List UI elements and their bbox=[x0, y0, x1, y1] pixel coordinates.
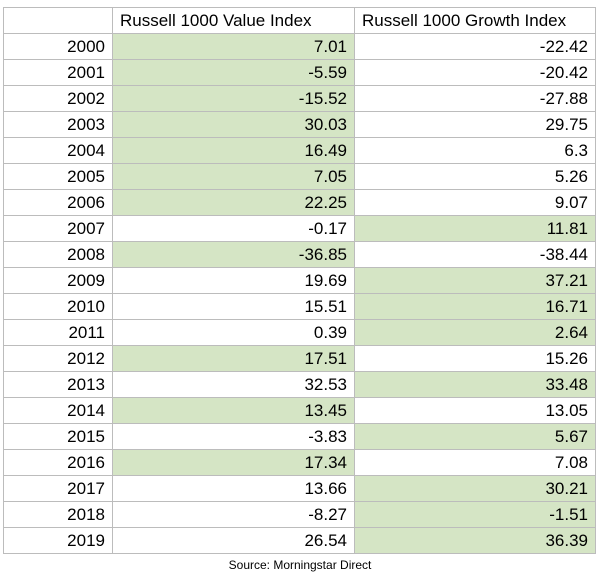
value-index-cell: 0.39 bbox=[112, 319, 355, 346]
header-growth-index: Russell 1000 Growth Index bbox=[354, 7, 596, 34]
growth-index-cell: 15.26 bbox=[354, 345, 596, 372]
table-row: 2017 13.66 30.21 bbox=[3, 475, 596, 502]
growth-index-cell: -22.42 bbox=[354, 33, 596, 60]
growth-index-cell: 29.75 bbox=[354, 111, 596, 138]
table-row: 2018 -8.27 -1.51 bbox=[3, 501, 596, 528]
year-cell: 2004 bbox=[3, 137, 113, 164]
year-cell: 2003 bbox=[3, 111, 113, 138]
growth-index-cell: 36.39 bbox=[354, 527, 596, 554]
year-cell: 2001 bbox=[3, 59, 113, 86]
growth-index-cell: -1.51 bbox=[354, 501, 596, 528]
year-cell: 2013 bbox=[3, 371, 113, 398]
year-cell: 2012 bbox=[3, 345, 113, 372]
value-index-cell: 13.45 bbox=[112, 397, 355, 424]
year-cell: 2009 bbox=[3, 267, 113, 294]
header-row: Russell 1000 Value Index Russell 1000 Gr… bbox=[3, 7, 596, 34]
table-row: 2006 22.25 9.07 bbox=[3, 189, 596, 216]
table-row: 2010 15.51 16.71 bbox=[3, 293, 596, 320]
table-row: 2003 30.03 29.75 bbox=[3, 111, 596, 138]
year-cell: 2007 bbox=[3, 215, 113, 242]
year-cell: 2017 bbox=[3, 475, 113, 502]
growth-index-cell: -27.88 bbox=[354, 85, 596, 112]
value-index-cell: 7.05 bbox=[112, 163, 355, 190]
growth-index-cell: -20.42 bbox=[354, 59, 596, 86]
year-cell: 2019 bbox=[3, 527, 113, 554]
returns-table: Russell 1000 Value Index Russell 1000 Gr… bbox=[3, 7, 596, 554]
year-cell: 2002 bbox=[3, 85, 113, 112]
value-index-cell: 19.69 bbox=[112, 267, 355, 294]
year-cell: 2008 bbox=[3, 241, 113, 268]
table-row: 2015 -3.83 5.67 bbox=[3, 423, 596, 450]
year-cell: 2016 bbox=[3, 449, 113, 476]
header-value-index: Russell 1000 Value Index bbox=[112, 7, 355, 34]
value-index-cell: 30.03 bbox=[112, 111, 355, 138]
value-index-cell: -36.85 bbox=[112, 241, 355, 268]
value-index-cell: -8.27 bbox=[112, 501, 355, 528]
growth-index-cell: 37.21 bbox=[354, 267, 596, 294]
year-cell: 2015 bbox=[3, 423, 113, 450]
table-row: 2005 7.05 5.26 bbox=[3, 163, 596, 190]
table-row: 2016 17.34 7.08 bbox=[3, 449, 596, 476]
year-cell: 2006 bbox=[3, 189, 113, 216]
value-index-cell: 13.66 bbox=[112, 475, 355, 502]
growth-index-cell: -38.44 bbox=[354, 241, 596, 268]
growth-index-cell: 6.3 bbox=[354, 137, 596, 164]
growth-index-cell: 5.67 bbox=[354, 423, 596, 450]
growth-index-cell: 11.81 bbox=[354, 215, 596, 242]
table-row: 2002 -15.52 -27.88 bbox=[3, 85, 596, 112]
table-row: 2012 17.51 15.26 bbox=[3, 345, 596, 372]
year-cell: 2011 bbox=[3, 319, 113, 346]
value-index-cell: 15.51 bbox=[112, 293, 355, 320]
growth-index-cell: 9.07 bbox=[354, 189, 596, 216]
table-row: 2019 26.54 36.39 bbox=[3, 527, 596, 554]
value-index-cell: -5.59 bbox=[112, 59, 355, 86]
value-index-cell: 26.54 bbox=[112, 527, 355, 554]
value-index-cell: 16.49 bbox=[112, 137, 355, 164]
value-index-cell: 7.01 bbox=[112, 33, 355, 60]
table-row: 2000 7.01 -22.42 bbox=[3, 33, 596, 60]
table-row: 2008 -36.85 -38.44 bbox=[3, 241, 596, 268]
growth-index-cell: 33.48 bbox=[354, 371, 596, 398]
table-row: 2014 13.45 13.05 bbox=[3, 397, 596, 424]
table-row: 2001 -5.59 -20.42 bbox=[3, 59, 596, 86]
year-cell: 2014 bbox=[3, 397, 113, 424]
growth-index-cell: 7.08 bbox=[354, 449, 596, 476]
header-year bbox=[3, 7, 113, 34]
year-cell: 2000 bbox=[3, 33, 113, 60]
value-index-cell: -3.83 bbox=[112, 423, 355, 450]
value-index-cell: -0.17 bbox=[112, 215, 355, 242]
table-row: 2009 19.69 37.21 bbox=[3, 267, 596, 294]
value-index-cell: 17.51 bbox=[112, 345, 355, 372]
table-body: 2000 7.01 -22.42 2001 -5.59 -20.42 2002 -15.52-… bbox=[3, 33, 596, 554]
growth-index-cell: 16.71 bbox=[354, 293, 596, 320]
value-index-cell: 17.34 bbox=[112, 449, 355, 476]
growth-index-cell: 30.21 bbox=[354, 475, 596, 502]
value-index-cell: -15.52 bbox=[112, 85, 355, 112]
table-row: 2013 32.53 33.48 bbox=[3, 371, 596, 398]
year-cell: 2005 bbox=[3, 163, 113, 190]
growth-index-cell: 2.64 bbox=[354, 319, 596, 346]
value-index-cell: 22.25 bbox=[112, 189, 355, 216]
value-index-cell: 32.53 bbox=[112, 371, 355, 398]
year-cell: 2010 bbox=[3, 293, 113, 320]
growth-index-cell: 5.26 bbox=[354, 163, 596, 190]
growth-index-cell: 13.05 bbox=[354, 397, 596, 424]
table-row: 2007 -0.17 11.81 bbox=[3, 215, 596, 242]
year-cell: 2018 bbox=[3, 501, 113, 528]
table-row: 2004 16.49 6.3 bbox=[3, 137, 596, 164]
table-row: 2011 0.39 2.64 bbox=[3, 319, 596, 346]
source-note: Source: Morningstar Direct bbox=[228, 558, 372, 572]
